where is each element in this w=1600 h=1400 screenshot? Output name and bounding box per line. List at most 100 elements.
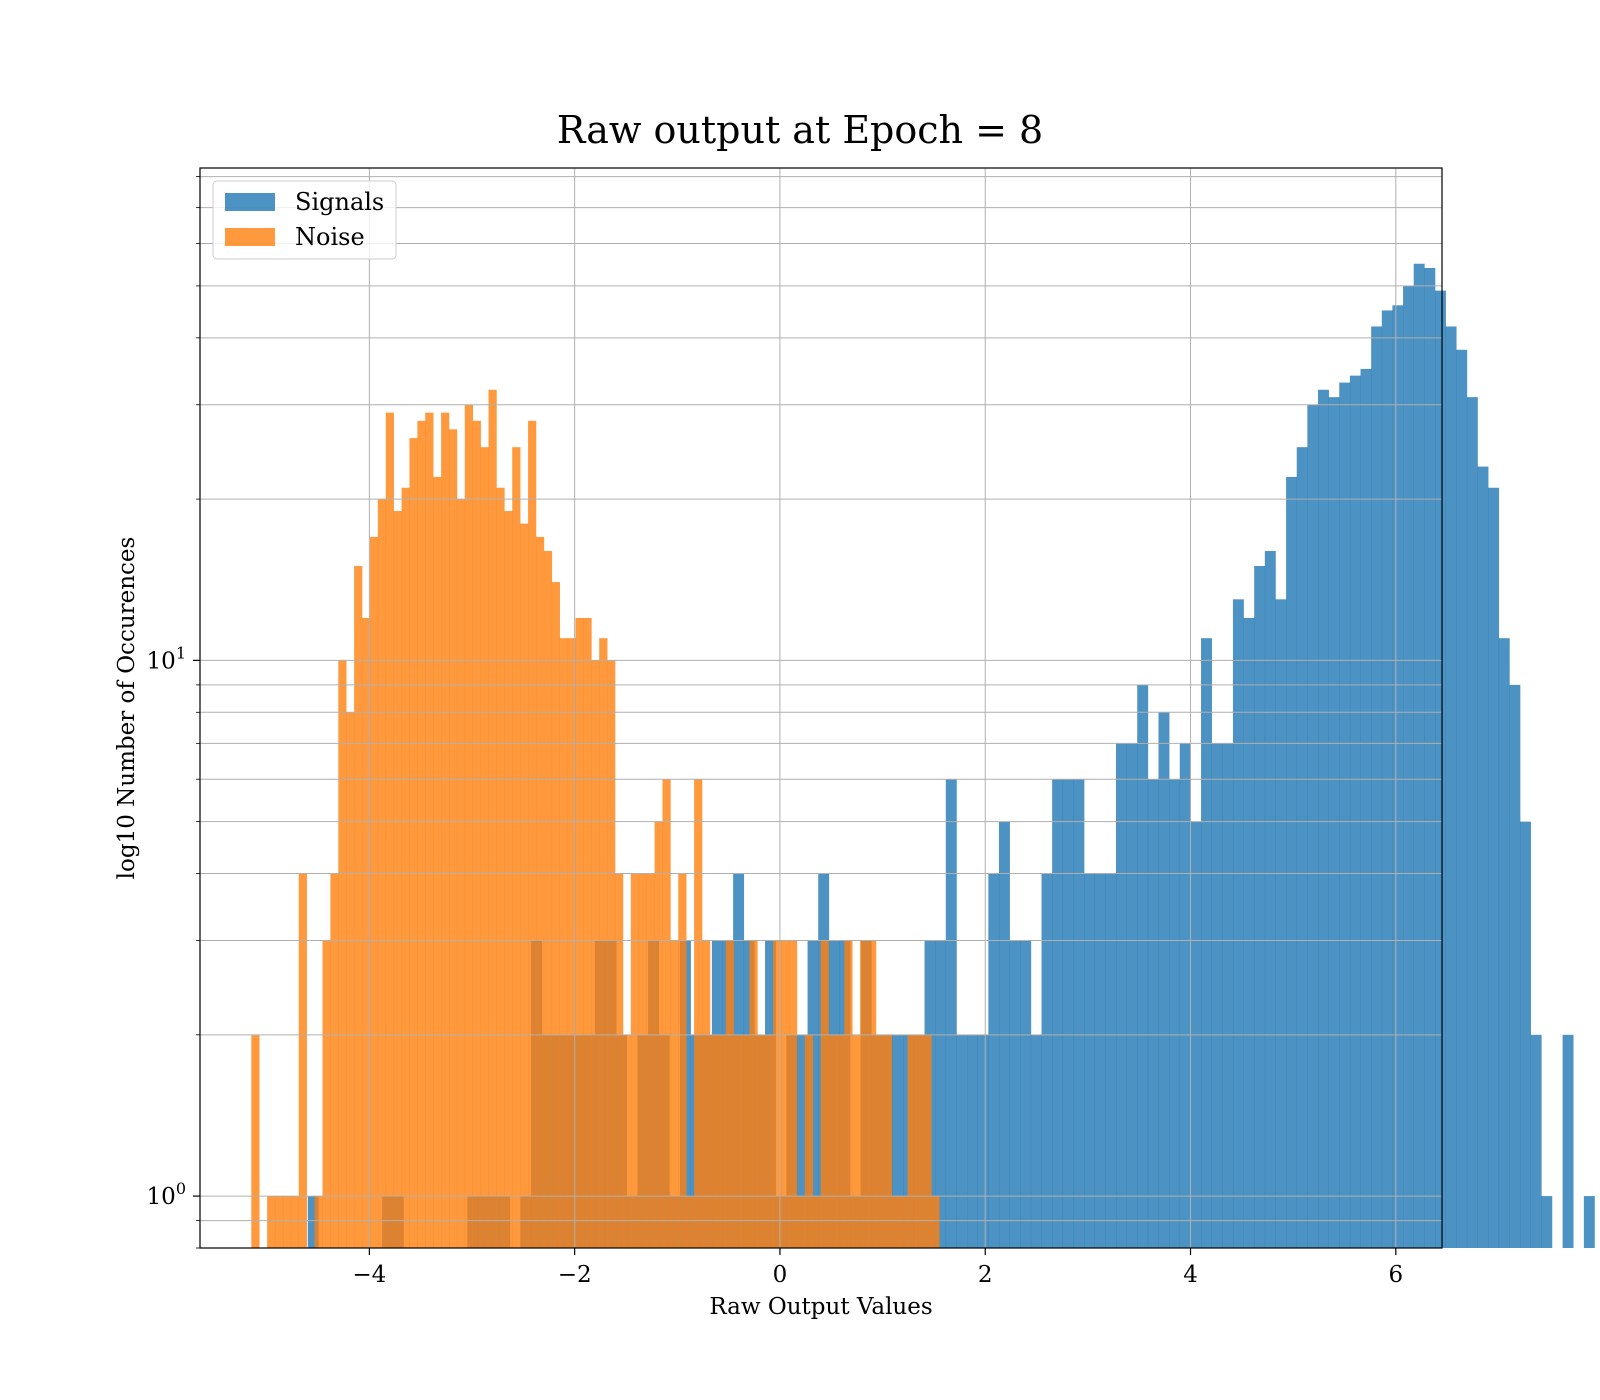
noise-bar (820, 940, 829, 1248)
noise-bar (322, 940, 331, 1248)
x-axis-label: Raw Output Values (709, 1294, 932, 1320)
signals-bar (1286, 476, 1298, 1248)
noise-bar (702, 940, 711, 1248)
noise-bar (338, 660, 347, 1248)
signals-legend-swatch (225, 193, 275, 211)
signals-bar (967, 1034, 979, 1248)
y-tick-label: 100 (147, 1179, 186, 1210)
noise-bar (290, 1196, 300, 1248)
noise-bar (551, 582, 560, 1248)
noise-bar (267, 1196, 276, 1248)
noise-legend-swatch (225, 228, 275, 246)
noise-bar (425, 412, 434, 1248)
y-axis-label: log10 Number of Occurences (114, 537, 140, 880)
noise-bar (899, 1196, 908, 1248)
x-tick-label: 2 (978, 1262, 993, 1288)
noise-bar (670, 940, 679, 1248)
noise-bar (251, 1034, 260, 1248)
signals-bar (307, 1196, 319, 1248)
x-axis: −4 −2 0 2 4 6 (352, 1248, 1403, 1288)
noise-bar (409, 438, 418, 1248)
signals-bar (956, 1034, 968, 1248)
noise-bar (796, 1196, 806, 1248)
noise-bar (686, 1196, 695, 1248)
signals-bar (1201, 638, 1212, 1248)
signals-bar (1456, 349, 1468, 1248)
signals-bar (1583, 1196, 1595, 1248)
legend: Signals Noise (212, 180, 397, 260)
noise-bar (773, 940, 782, 1248)
noise-bar (891, 1196, 900, 1248)
x-tick-label: −4 (352, 1262, 386, 1288)
signals-bar (988, 873, 1000, 1248)
signals-bar (1434, 290, 1446, 1248)
signals-bar (1424, 268, 1436, 1248)
signals-bar (1254, 566, 1266, 1248)
noise-bar (417, 420, 426, 1248)
noise-bar (354, 566, 363, 1248)
noise-bar (591, 660, 600, 1248)
noise-bar (575, 617, 584, 1248)
noise-bar (464, 404, 474, 1248)
noise-bar (709, 1034, 719, 1248)
signals-bar (1296, 447, 1308, 1248)
signals-bar (892, 1034, 904, 1248)
noise-bar (741, 1034, 750, 1248)
noise-bar (583, 617, 592, 1248)
noise-bar (528, 420, 537, 1248)
signals-bar (1530, 1034, 1542, 1248)
noise-bar (749, 940, 758, 1248)
noise-bar (923, 1034, 932, 1248)
noise-bar (852, 1034, 861, 1248)
noise-bar (520, 523, 529, 1248)
noise-bar (788, 940, 798, 1248)
signals-bar (1222, 743, 1234, 1248)
signals-bar (1445, 326, 1457, 1249)
signals-bar (1009, 940, 1021, 1248)
noise-bar (496, 487, 505, 1248)
signals-bar (1339, 382, 1351, 1249)
signals-bar (1520, 821, 1531, 1248)
noise-bar (931, 1196, 940, 1248)
noise-bar (781, 940, 790, 1248)
signals-bar (1477, 466, 1489, 1249)
signals-bar (1264, 551, 1276, 1248)
noise-bar (275, 1196, 284, 1248)
noise-bar (812, 1196, 821, 1248)
signals-bar (1413, 263, 1425, 1248)
noise-bar (441, 412, 450, 1248)
x-tick-label: −2 (558, 1262, 592, 1288)
noise-bar (678, 873, 687, 1248)
signals-bar (1169, 779, 1181, 1248)
signals-bar (1179, 743, 1191, 1248)
noise-bar (512, 447, 521, 1248)
noise-bar (757, 1034, 766, 1248)
signals-bar (1126, 743, 1138, 1248)
noise-bar (607, 660, 616, 1248)
signals-bar (1158, 712, 1170, 1248)
noise-bar (543, 551, 553, 1248)
noise-bar (860, 940, 869, 1248)
y-tick-label: 101 (147, 643, 186, 674)
noise-bar (646, 873, 655, 1248)
noise-bar (472, 420, 481, 1248)
signals-bar (1403, 285, 1415, 1248)
noise-bar (615, 873, 624, 1248)
signals-bar (1041, 873, 1053, 1248)
x-tick-label: 6 (1388, 1262, 1403, 1288)
noise-bar (875, 1034, 885, 1248)
x-tick-label: 4 (1183, 1262, 1198, 1288)
signals-bar (1084, 873, 1095, 1248)
signals-bar (1147, 779, 1159, 1248)
noise-bar (836, 1034, 845, 1248)
noise-bar (599, 638, 608, 1248)
signals-bar (796, 1034, 808, 1248)
noise-bar (828, 1034, 837, 1248)
noise-bar (733, 1034, 742, 1248)
signals-bar (1307, 404, 1319, 1248)
signals-bar (1562, 1034, 1574, 1248)
signals-bar (1232, 599, 1244, 1248)
noise-bars (251, 389, 940, 1249)
signals-bar (1094, 873, 1106, 1248)
y-axis: 100 101 (147, 176, 200, 1249)
